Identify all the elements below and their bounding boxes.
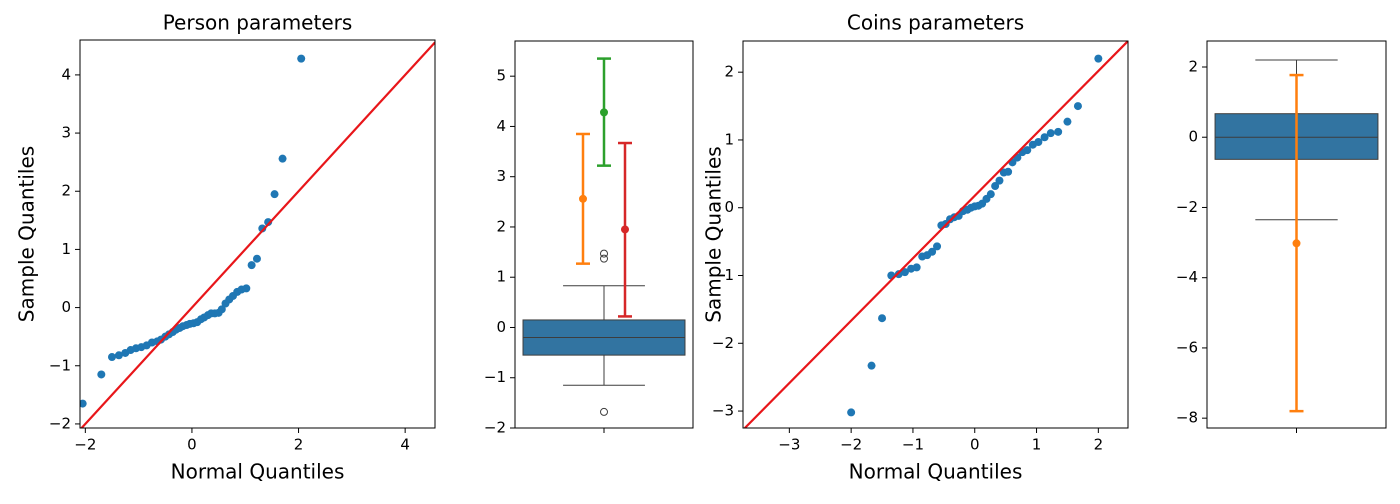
subplot: −3 −2 −1 0 1 2 −3 −2 −1 0 1 2 Coins parameters Normal… [702,11,1129,484]
y-tick-label: 0 [496,318,506,336]
y-tick-label: −8 [1176,409,1198,427]
y-tick-label: −6 [1176,338,1198,356]
point-estimate [621,225,629,234]
y-tick-label: 3 [61,124,71,142]
qq-point [900,268,909,277]
plot-area [744,41,1128,428]
qq-point [247,261,256,270]
qq-point [991,182,1000,191]
y-tick-label: −2 [484,419,506,437]
x-axis-label: Normal Quantiles [849,460,1023,484]
qq-point [107,353,116,362]
qq-point [217,305,226,314]
reference-line [80,41,435,428]
x-tick-label: 2 [294,436,304,454]
y-tick-label: −2 [1176,198,1198,216]
subplot: −8 −6 −4 −2 0 2 [1176,40,1387,433]
y-axis-label: Sample Quantiles [702,146,726,322]
axes-frame [514,40,694,429]
y-tick-label: −1 [712,266,734,284]
qq-point [933,242,942,251]
y-tick-label: 2 [1188,57,1198,75]
qq-point [986,190,995,199]
point-estimate [579,194,587,203]
y-tick-label: 1 [61,240,71,258]
flier [600,254,608,263]
x-tick-label: −2 [840,436,862,454]
qq-point [97,370,106,379]
qq-point [114,351,123,360]
reference-line [744,41,1128,428]
point-estimate [1292,239,1301,248]
y-tick-label: 4 [496,117,506,135]
qq-point [1034,137,1043,146]
x-tick-label: 2 [1094,436,1104,454]
qq-point [252,254,261,263]
subplot-title: Coins parameters [847,11,1024,35]
y-tick-label: −1 [484,368,506,386]
y-tick-label: 3 [496,167,506,185]
x-tick-label: 0 [970,436,980,454]
qq-point [878,314,887,323]
qq-point [1040,133,1049,142]
axes-frame [1206,40,1387,429]
subplot: −2 −1 0 1 2 3 4 −2 0 2 4 Person parameters Normal Qu… [15,11,436,484]
qq-point [1054,127,1063,136]
axes-frame [742,40,1129,429]
qq-point [1063,117,1072,126]
qq-point [847,408,856,417]
qq-point [270,190,279,199]
qq-point [1023,146,1032,155]
qq-point [1004,167,1013,176]
qq-point [867,361,876,370]
qq-point [278,154,287,163]
y-axis-label: Sample Quantiles [15,146,39,322]
y-tick-label: 2 [61,182,71,200]
x-tick-label: −1 [902,436,924,454]
y-tick-label: 5 [496,67,506,85]
point-estimate [600,108,608,117]
y-tick-label: −3 [712,402,734,420]
qq-point [1094,54,1103,63]
qq-point [995,176,1004,185]
x-tick-label: −3 [778,436,800,454]
qq-point [258,224,267,233]
subplot-title: Person parameters [163,11,353,35]
y-tick-label: −4 [1176,268,1198,286]
qq-point [912,263,921,272]
y-tick-label: 0 [724,198,734,216]
y-tick-label: 2 [496,217,506,235]
y-tick-label: 4 [61,65,71,83]
qq-point [80,399,87,408]
subplot: −2 −1 0 1 2 3 4 5 [484,40,694,437]
qq-point [242,284,251,293]
flier [600,407,608,416]
y-tick-label: 0 [61,298,71,316]
axes-frame [79,39,436,429]
qq-point [264,218,273,227]
qq-point [928,247,937,256]
qq-point [1073,102,1082,111]
y-tick-label: −2 [712,334,734,352]
y-tick-label: 0 [1188,128,1198,146]
y-tick-label: −2 [49,414,71,432]
flier [600,249,608,258]
x-tick-label: 0 [187,436,197,454]
qq-point [1046,129,1055,138]
x-tick-label: −2 [74,436,96,454]
x-tick-label: 4 [400,436,410,454]
y-tick-label: 1 [496,268,506,286]
plot-area [80,41,435,428]
x-axis-label: Normal Quantiles [171,460,345,484]
y-tick-label: 1 [724,130,734,148]
qq-point [297,54,306,63]
y-tick-label: 2 [724,63,734,81]
x-tick-label: 1 [1032,436,1042,454]
y-tick-label: −1 [49,356,71,374]
